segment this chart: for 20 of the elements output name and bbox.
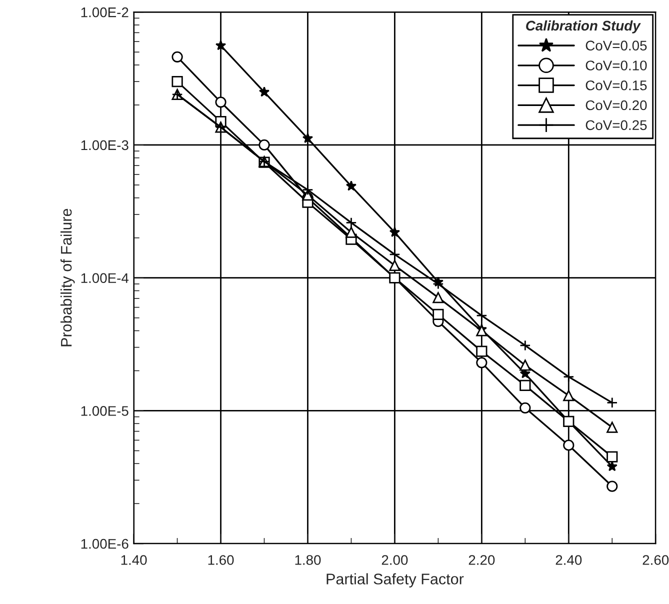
- legend-label: CoV=0.20: [586, 100, 647, 110]
- x-tick-label: 2.20: [468, 555, 495, 565]
- y-tick-label: 1.00E-3: [81, 140, 128, 150]
- x-tick-label: 1.60: [208, 555, 234, 565]
- legend-label: CoV=0.15: [586, 80, 647, 90]
- y-tick-label: 1.00E-5: [81, 406, 128, 416]
- legend-label: CoV=0.10: [586, 60, 647, 70]
- y-tick-label: 1.00E-4: [81, 273, 129, 284]
- x-tick-label: 1.80: [295, 555, 321, 565]
- x-tick-label: 2.00: [382, 555, 408, 565]
- y-tick-label: 1.00E-2: [81, 7, 128, 18]
- x-axis-title: Partial Safety Factor: [326, 573, 464, 588]
- y-tick-label: 1.00E-6: [81, 538, 128, 549]
- legend-label: CoV=0.25: [586, 120, 647, 130]
- legend-label: CoV=0.05: [586, 40, 647, 51]
- x-tick-label: 2.60: [642, 555, 669, 565]
- legend-title: Calibration Study: [526, 20, 641, 34]
- x-tick-label: 1.40: [121, 555, 147, 565]
- x-tick-label: 2.40: [556, 555, 582, 565]
- y-axis-title: Probability of Failure: [60, 208, 75, 346]
